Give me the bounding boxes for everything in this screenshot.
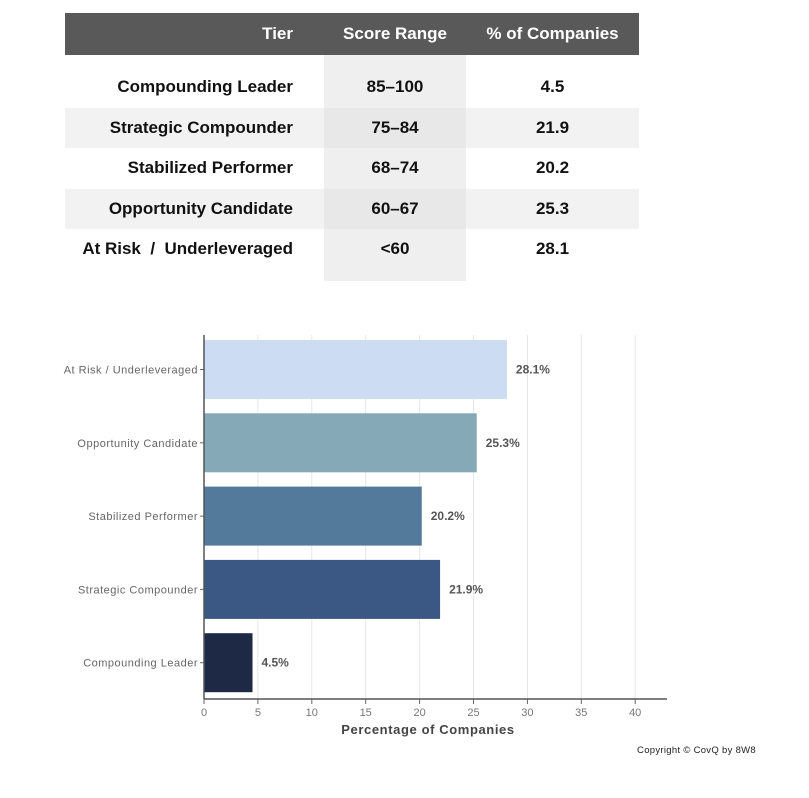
labels: 0 5 10 15 20 25 30 35 40 At Risk / Underleveraged… xyxy=(64,363,642,720)
pct-cell: 25.3 xyxy=(466,188,639,229)
x-tick-label: 5 xyxy=(255,707,261,719)
x-tick-label: 30 xyxy=(521,707,533,719)
x-tick-label: 35 xyxy=(575,707,587,719)
y-tick-label: Compounding Leader xyxy=(83,658,198,670)
table-row: Stabilized Performer 68–74 20.2 xyxy=(65,148,639,189)
bar xyxy=(204,413,477,473)
tier-cell: Stabilized Performer xyxy=(65,148,324,189)
header-tier: Tier xyxy=(65,13,324,55)
header-pct-companies: % of Companies xyxy=(466,13,639,55)
y-tick-label: At Risk / Underleveraged xyxy=(64,365,198,377)
bar xyxy=(204,633,253,693)
pct-cell: 28.1 xyxy=(466,229,639,269)
x-tick-label: 0 xyxy=(201,707,207,719)
data-label: 20.2% xyxy=(431,509,465,523)
tier-cell: At Risk / Underleveraged xyxy=(82,239,293,258)
tier-cell: Opportunity Candidate xyxy=(65,188,324,229)
data-label: 4.5% xyxy=(262,656,290,670)
score-range-cell: 75–84 xyxy=(324,107,466,148)
bar xyxy=(204,340,507,399)
x-tick-label: 40 xyxy=(629,707,641,719)
header-score-range: Score Range xyxy=(324,13,466,55)
x-axis-label: Percentage of Companies xyxy=(341,722,514,737)
x-tick-label: 20 xyxy=(413,707,425,719)
score-range-cell: <60 xyxy=(324,229,466,269)
y-tick-label: Opportunity Candidate xyxy=(77,438,198,450)
table-row: Strategic Compounder 75–84 21.9 xyxy=(65,107,639,148)
tier-cell: Strategic Compounder xyxy=(65,107,324,148)
tier-table: Tier Score Range % of Companies Compound… xyxy=(65,13,639,281)
tier-cell: Compounding Leader xyxy=(65,67,324,108)
pct-cell: 20.2 xyxy=(466,148,639,189)
pct-cell: 21.9 xyxy=(466,107,639,148)
bar-chart: 0 5 10 15 20 25 30 35 40 At Risk / Underleveraged… xyxy=(64,335,667,737)
table-row: Opportunity Candidate 60–67 25.3 xyxy=(65,188,639,229)
bar xyxy=(204,559,441,619)
score-range-cell: 68–74 xyxy=(324,148,466,189)
copyright-text: Copyright © CovQ by 8W8 xyxy=(637,745,756,756)
table-row: Compounding Leader 85–100 4.5 xyxy=(65,67,639,108)
pct-cell: 4.5 xyxy=(466,67,639,108)
data-label: 21.9% xyxy=(449,582,483,596)
score-range-cell: 60–67 xyxy=(324,188,466,229)
bars xyxy=(204,340,507,693)
score-range-cell: 85–100 xyxy=(324,67,466,108)
axes xyxy=(200,335,667,704)
table-row: At Risk / Underleveraged <60 28.1 xyxy=(65,229,639,269)
x-tick-label: 10 xyxy=(306,707,318,719)
bar xyxy=(204,486,422,546)
y-tick-label: Stabilized Performer xyxy=(88,511,198,523)
table-header-row: Tier Score Range % of Companies xyxy=(65,13,639,55)
y-tick-label: Strategic Compounder xyxy=(78,584,198,596)
x-tick-label: 15 xyxy=(360,707,372,719)
data-label: 28.1% xyxy=(516,363,550,377)
data-label: 25.3% xyxy=(486,436,520,450)
x-tick-label: 25 xyxy=(467,707,479,719)
